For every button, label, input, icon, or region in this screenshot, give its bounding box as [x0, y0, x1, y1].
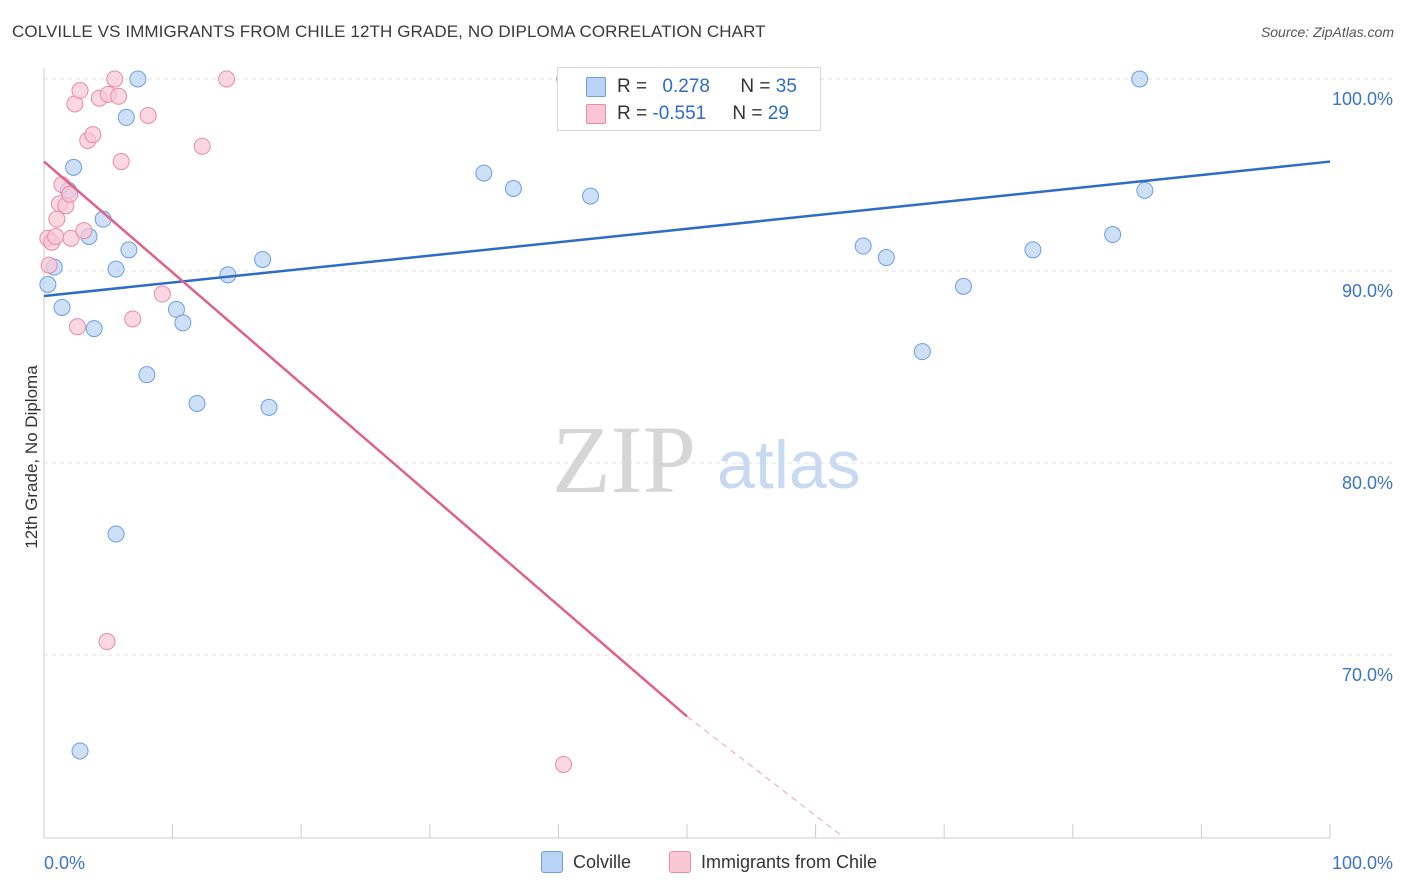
chile-swatch: [586, 104, 606, 124]
chile-point: [62, 229, 80, 247]
axes: [43, 68, 1331, 839]
chile-trend-line: [43, 160, 688, 718]
legend-label-chile: Immigrants from Chile: [701, 851, 878, 872]
colville-point: [39, 275, 57, 293]
colville-point: [219, 266, 237, 284]
colville-point: [582, 187, 600, 205]
chile-point: [40, 256, 58, 274]
y-tick-label: 80.0%: [1342, 473, 1393, 493]
chile-point: [48, 210, 66, 228]
legend-item-chile[interactable]: Immigrants from Chile: [669, 851, 877, 873]
stats-legend: R = 0.278 N = 35 R = -0.551 N = 29: [557, 67, 821, 131]
colville-point: [65, 158, 83, 176]
colville-point: [1136, 181, 1154, 199]
trend-lines: [43, 160, 1331, 838]
chile-point: [68, 318, 86, 336]
r-value: 0.278: [662, 76, 710, 97]
axis-labels: 100.0% 90.0% 80.0% 70.0% 0.0% 100.0%: [44, 89, 1393, 873]
colville-point: [260, 398, 278, 416]
chile-point: [139, 106, 157, 124]
colville-point: [1131, 70, 1149, 88]
chile-point: [555, 755, 573, 773]
colville-legend-swatch: [541, 851, 563, 873]
watermark-atlas: atlas: [717, 427, 861, 503]
colville-point: [475, 164, 493, 182]
chile-point: [153, 285, 171, 303]
y-axis-label: 12th Grade, No Diploma: [22, 365, 41, 549]
colville-point: [107, 260, 125, 278]
colville-point: [107, 525, 125, 543]
colville-point: [504, 179, 522, 197]
chile-point: [193, 137, 211, 155]
n-label: N =: [740, 76, 776, 97]
chile-point: [124, 310, 142, 328]
colville-point: [71, 742, 89, 760]
colville-point: [254, 250, 272, 268]
colville-point: [877, 249, 895, 267]
colville-point: [117, 108, 135, 126]
stats-row-colville: R = 0.278 N = 35: [617, 76, 797, 98]
watermark-zip: ZIP: [552, 406, 696, 513]
chile-trend-extension: [686, 716, 845, 838]
y-tick-label: 90.0%: [1342, 281, 1393, 301]
stats-row-chile: R = -0.551 N = 29: [617, 103, 789, 125]
colville-point: [913, 343, 931, 361]
y-tick-label: 70.0%: [1342, 665, 1393, 685]
colville-point: [85, 320, 103, 338]
colville-point: [129, 70, 147, 88]
r-value: -0.551: [652, 103, 707, 124]
n-value: 35: [775, 76, 797, 97]
r-label: R =: [617, 103, 653, 124]
chile-point: [106, 70, 124, 88]
colville-point: [53, 298, 71, 316]
chile-point: [47, 227, 65, 245]
scatter-points: [39, 70, 1154, 773]
chile-point: [84, 126, 102, 144]
gridlines: [44, 78, 1392, 656]
chile-point: [98, 633, 116, 651]
colville-point: [1024, 241, 1042, 259]
chile-point: [75, 222, 93, 240]
legend-label-colville: Colville: [573, 851, 632, 872]
chile-point: [112, 153, 130, 171]
colville-swatch: [586, 77, 606, 97]
chart-title: COLVILLE VS IMMIGRANTS FROM CHILE 12TH G…: [12, 22, 766, 41]
colville-point: [174, 314, 192, 332]
x-tick-label-min: 0.0%: [44, 853, 85, 873]
n-label: N =: [732, 103, 768, 124]
r-label: R =: [617, 76, 653, 97]
chile-point: [61, 185, 79, 203]
chile-point: [71, 82, 89, 100]
n-value: 29: [767, 103, 789, 124]
colville-trend-line: [43, 160, 1331, 298]
colville-point: [1104, 226, 1122, 244]
colville-point: [138, 366, 156, 384]
colville-point: [120, 241, 138, 259]
source-label: Source: ZipAtlas.com: [1260, 24, 1394, 40]
colville-point: [954, 277, 972, 295]
x-tick-label-max: 100.0%: [1332, 853, 1393, 873]
colville-point: [188, 394, 206, 412]
y-tick-label: 100.0%: [1332, 89, 1393, 109]
colville-point: [854, 237, 872, 255]
legend-item-colville[interactable]: Colville: [541, 851, 631, 873]
chile-legend-swatch: [669, 851, 691, 873]
chile-point: [110, 87, 128, 105]
chile-point: [218, 70, 236, 88]
watermark: ZIP atlas: [552, 406, 861, 513]
